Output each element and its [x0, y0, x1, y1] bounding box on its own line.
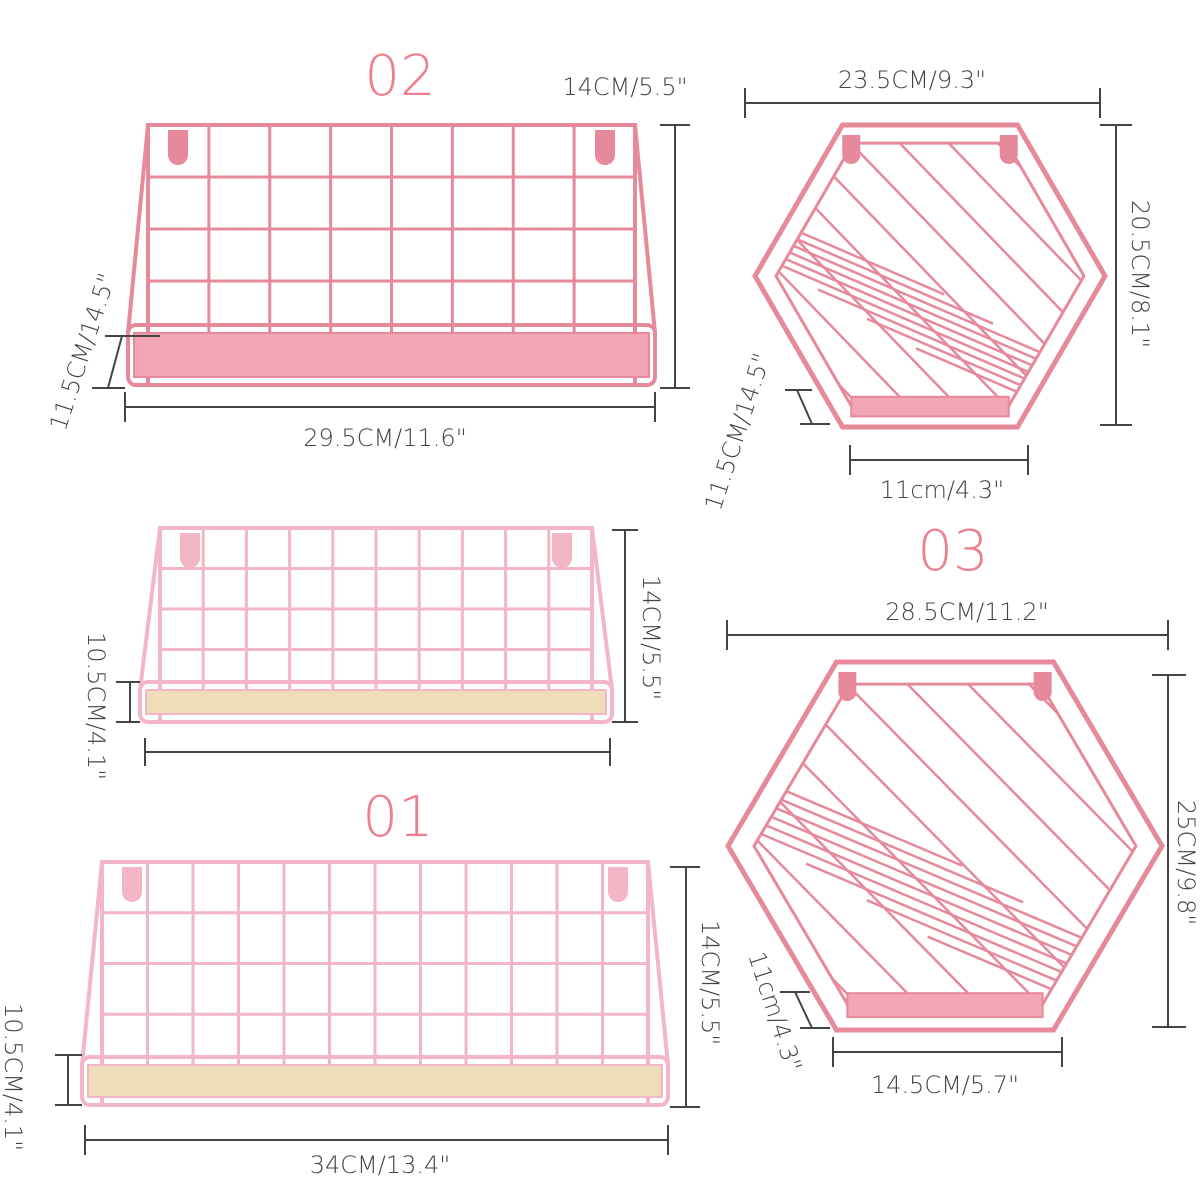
hex-shelf-03-wire — [754, 684, 963, 867]
shelf-01-small-hanger-icon — [180, 533, 200, 568]
dim-line-03-depth — [780, 991, 830, 1029]
dim-line-02-hex-height — [1100, 124, 1132, 426]
dim-line-03-board — [832, 1037, 1063, 1067]
label-02-hex-height: 20.5CM/8.1" — [1126, 200, 1154, 348]
shelf-01-small-front-rail — [138, 680, 614, 724]
label-03-width: 28.5CM/11.2" — [885, 598, 1048, 626]
hex-shelf-03-outer-frame — [725, 659, 1165, 1033]
dim-line-02-hex-depth — [785, 389, 830, 425]
dim-line-03-width — [726, 620, 1169, 650]
shelf-02-hanger-icon — [595, 130, 615, 165]
hex-shelf-03-wire — [787, 684, 1136, 1008]
label-01-large-width: 34CM/13.4" — [310, 1151, 451, 1179]
shelf-02-side-frame — [126, 124, 657, 334]
label-03-height: 25CM/9.8" — [1172, 800, 1200, 925]
dim-line-01-large-depth — [55, 1054, 82, 1106]
shelf-02-hanger-icon — [168, 130, 188, 165]
hex-shelf-03-wire — [754, 716, 1085, 940]
hex-shelf-02-wire — [901, 143, 1084, 409]
hex-shelf-03-board — [846, 992, 1044, 1019]
dim-line-02-height — [660, 124, 690, 389]
shelf-01-large-board — [87, 1064, 663, 1098]
shelf-01-large-hanger-icon — [122, 867, 142, 902]
hex-shelf-02-wire — [776, 200, 1084, 384]
dim-line-01-small-width — [144, 738, 611, 766]
dim-line-01-small-depth — [116, 681, 140, 723]
hex-shelf-02-board — [850, 395, 1010, 418]
hex-shelf-02-wire — [803, 143, 1084, 409]
shelf-01-small-board — [145, 689, 607, 715]
hex-shelf-02-outer-frame — [752, 122, 1108, 430]
hex-shelf-03-wire — [848, 684, 1136, 1008]
dim-line-01-large-height — [670, 866, 700, 1108]
label-02-hex-width: 23.5CM/9.3" — [838, 66, 986, 94]
label-02-rect-height: 14CM/5.5" — [562, 73, 687, 101]
shelf-01-large-side-frame — [80, 861, 670, 1066]
dim-line-03-height — [1152, 674, 1186, 1028]
shelf-02-front-rail — [126, 323, 657, 387]
dim-line-02-depth — [92, 335, 160, 389]
hex-shelf-03-wire — [754, 826, 1136, 1008]
hex-shelf-02-wire — [866, 317, 1084, 409]
hex-shelf-02-wire — [776, 258, 1084, 409]
hex-shelf-02-hanger-icon — [999, 135, 1018, 165]
dim-line-01-large-width — [84, 1125, 669, 1155]
dim-line-01-small-height — [612, 529, 638, 723]
hex-shelf-03-wire — [927, 935, 1136, 1008]
label-01-large-depth: 10.5CM/4.1" — [0, 1003, 27, 1151]
shelf-01-large-front-rail — [80, 1055, 670, 1107]
label-01-small-height: 14CM/5.5" — [637, 575, 665, 700]
shelf-01-large-hanger-icon — [608, 867, 628, 902]
hex-shelf-02-grid — [776, 143, 1084, 409]
hex-shelf-02-wire — [776, 143, 945, 296]
label-02-hex-depth: 11.5CM/14.5" — [699, 350, 776, 514]
hex-shelf-03-wire — [866, 899, 1136, 1008]
hex-shelf-02-hanger-icon — [842, 135, 861, 165]
label-03-board: 14.5CM/5.7" — [871, 1071, 1019, 1099]
hex-shelf-02-wire — [915, 347, 1084, 409]
hex-shelf-03-wire — [754, 753, 1136, 977]
hex-shelf-02-wire — [852, 143, 1084, 409]
shelf-02-board — [133, 332, 650, 378]
hex-shelf-02-wire — [776, 170, 1043, 355]
dim-line-02-hex-board — [849, 445, 1029, 475]
hex-shelf-03-hanger-icon — [1033, 672, 1052, 702]
hex-shelf-03-hanger-icon — [838, 672, 857, 702]
label-01-large-height: 14CM/5.5" — [696, 920, 724, 1045]
dim-line-02-hex-width — [744, 88, 1101, 118]
hex-shelf-03-wire — [909, 684, 1136, 1008]
label-02-rect-depth: 11.5CM/14.5" — [44, 270, 121, 434]
product-number-03: 03 — [917, 519, 988, 584]
shelf-01-small-hanger-icon — [552, 533, 572, 568]
dim-line-02-width — [124, 392, 656, 422]
product-number-02: 02 — [364, 44, 435, 109]
product-number-01: 01 — [362, 785, 433, 850]
shelf-01-small-side-frame — [138, 527, 614, 691]
label-02-hex-board: 11cm/4.3" — [880, 476, 1004, 504]
label-02-rect-width: 29.5CM/11.6" — [303, 424, 466, 452]
label-01-small-depth: 10.5CM/4.1" — [82, 632, 110, 780]
